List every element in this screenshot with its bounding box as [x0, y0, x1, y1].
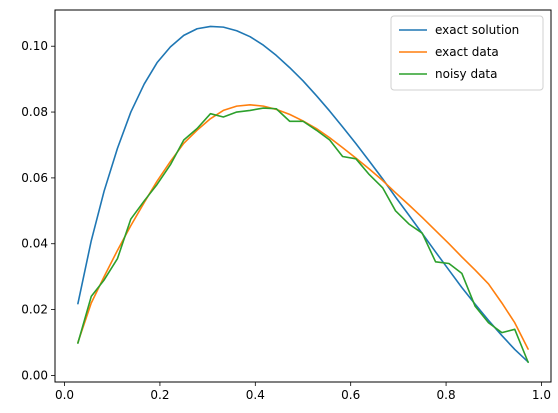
y-axis-ticks: 0.00 0.02 0.04 0.06 0.08 0.10	[21, 39, 55, 382]
x-axis-ticks: 0.0 0.2 0.4 0.6 0.8 1.0	[55, 382, 551, 402]
series-layer	[77, 25, 529, 364]
y-tick-label: 0.06	[21, 171, 48, 185]
x-tick-label: 1.0	[532, 388, 551, 402]
legend-label-exact-data: exact data	[435, 45, 499, 59]
series-line-noisy-data	[77, 107, 529, 364]
axes-border	[54, 9, 552, 383]
legend-label-exact-solution: exact solution	[435, 23, 519, 37]
legend-label-noisy-data: noisy data	[435, 67, 497, 81]
y-tick-label: 0.04	[21, 237, 48, 251]
legend-box	[390, 15, 544, 91]
y-tick-label: 0.00	[21, 368, 48, 382]
y-tick-label: 0.02	[21, 303, 48, 317]
y-tick-label: 0.08	[21, 105, 48, 119]
x-tick-label: 0.2	[150, 388, 169, 402]
series-line-exact-solution	[77, 25, 529, 363]
x-tick-label: 0.6	[341, 388, 360, 402]
x-tick-label: 0.4	[246, 388, 265, 402]
x-tick-label: 0.0	[55, 388, 74, 402]
legend: exact solution exact data noisy data	[390, 15, 544, 91]
axes-frame	[54, 9, 552, 383]
y-tick-label: 0.10	[21, 39, 48, 53]
x-tick-label: 0.8	[437, 388, 456, 402]
